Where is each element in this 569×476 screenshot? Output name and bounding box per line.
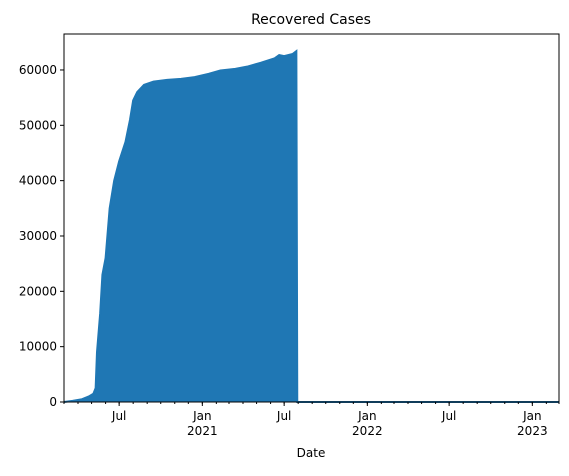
chart-title: Recovered Cases [251,12,371,28]
x-axis: Jul Jan 2021 Jul Jan 2022 Jul Jan 2023 [63,402,560,438]
x-axis-label: Date [297,446,326,460]
x-tick-label: Jan 2021 [187,409,218,438]
x-tick-label: Jan 2022 [352,409,383,438]
area-series-0 [64,51,559,403]
y-tick-label: 50000 [19,118,57,132]
y-tick-label: 10000 [19,340,57,354]
line-series-0 [63,49,559,403]
y-tick-label: 0 [49,395,57,409]
y-tick-label: 60000 [19,63,57,77]
plot-area [63,49,559,403]
x-tick-label: Jul [276,409,291,423]
y-axis: 0 10000 20000 30000 40000 50000 60000 [19,63,64,409]
x-tick-label: Jan 2023 [517,409,548,438]
plot-frame [63,33,560,403]
y-tick-label: 40000 [19,174,57,188]
x-tick-label: Jul [111,409,126,423]
y-tick-label: 30000 [19,229,57,243]
y-tick-label: 20000 [19,284,57,298]
x-tick-label: Jul [441,409,456,423]
